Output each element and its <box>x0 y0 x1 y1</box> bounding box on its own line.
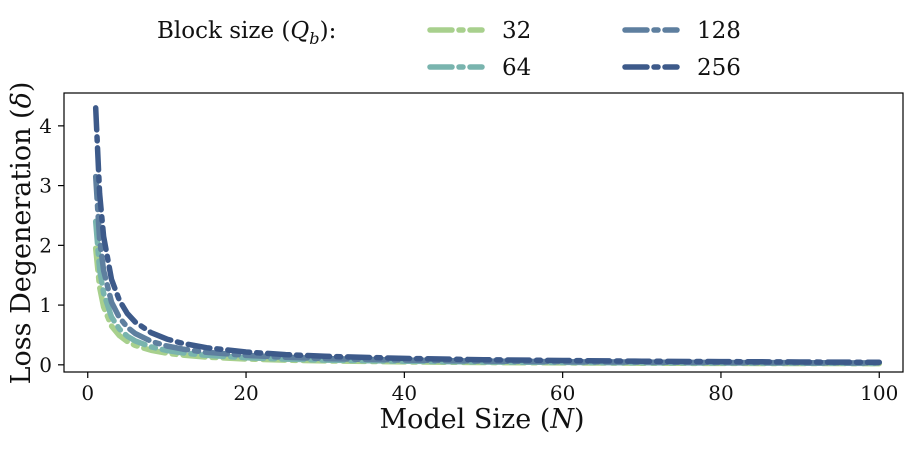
x-tick-label: 40 <box>392 381 417 405</box>
y-tick-label: 3 <box>39 174 52 198</box>
plot-area <box>92 105 883 367</box>
legend-item-64: 64 <box>427 55 531 81</box>
y-tick-label: 4 <box>39 114 52 138</box>
legend-item-128: 128 <box>622 18 741 44</box>
legend-title: Block size (Qb): <box>157 18 336 48</box>
series-line-32 <box>92 245 883 367</box>
y-axis-title: Loss Degeneration (δ) <box>6 82 37 385</box>
y-tick-label: 0 <box>39 353 52 377</box>
legend-label: 256 <box>697 55 741 81</box>
x-tick-label: 0 <box>81 381 94 405</box>
x-tick-label: 60 <box>550 381 575 405</box>
series-line-128 <box>92 173 883 366</box>
legend-label: 128 <box>697 18 741 44</box>
series-group <box>92 105 883 367</box>
x-tick-label: 100 <box>860 381 898 405</box>
legend-label: 64 <box>502 55 531 81</box>
legend-item-256: 256 <box>622 55 741 81</box>
x-tick-label: 80 <box>708 381 733 405</box>
legend-item-32: 32 <box>427 18 531 44</box>
plot-frame <box>63 92 904 373</box>
x-axis-title: Model Size (N) <box>379 404 584 435</box>
legend-label: 32 <box>502 18 531 44</box>
y-tick-label: 2 <box>39 233 52 257</box>
series-line-256 <box>92 105 883 366</box>
x-tick-label: 20 <box>233 381 258 405</box>
series-line-64 <box>92 218 883 367</box>
axes: Model Size (N) Loss Degeneration (δ) 0 20… <box>6 82 904 435</box>
legend: Block size (Qb): 32 64 128 256 <box>157 18 741 81</box>
y-tick-label: 1 <box>39 293 52 317</box>
